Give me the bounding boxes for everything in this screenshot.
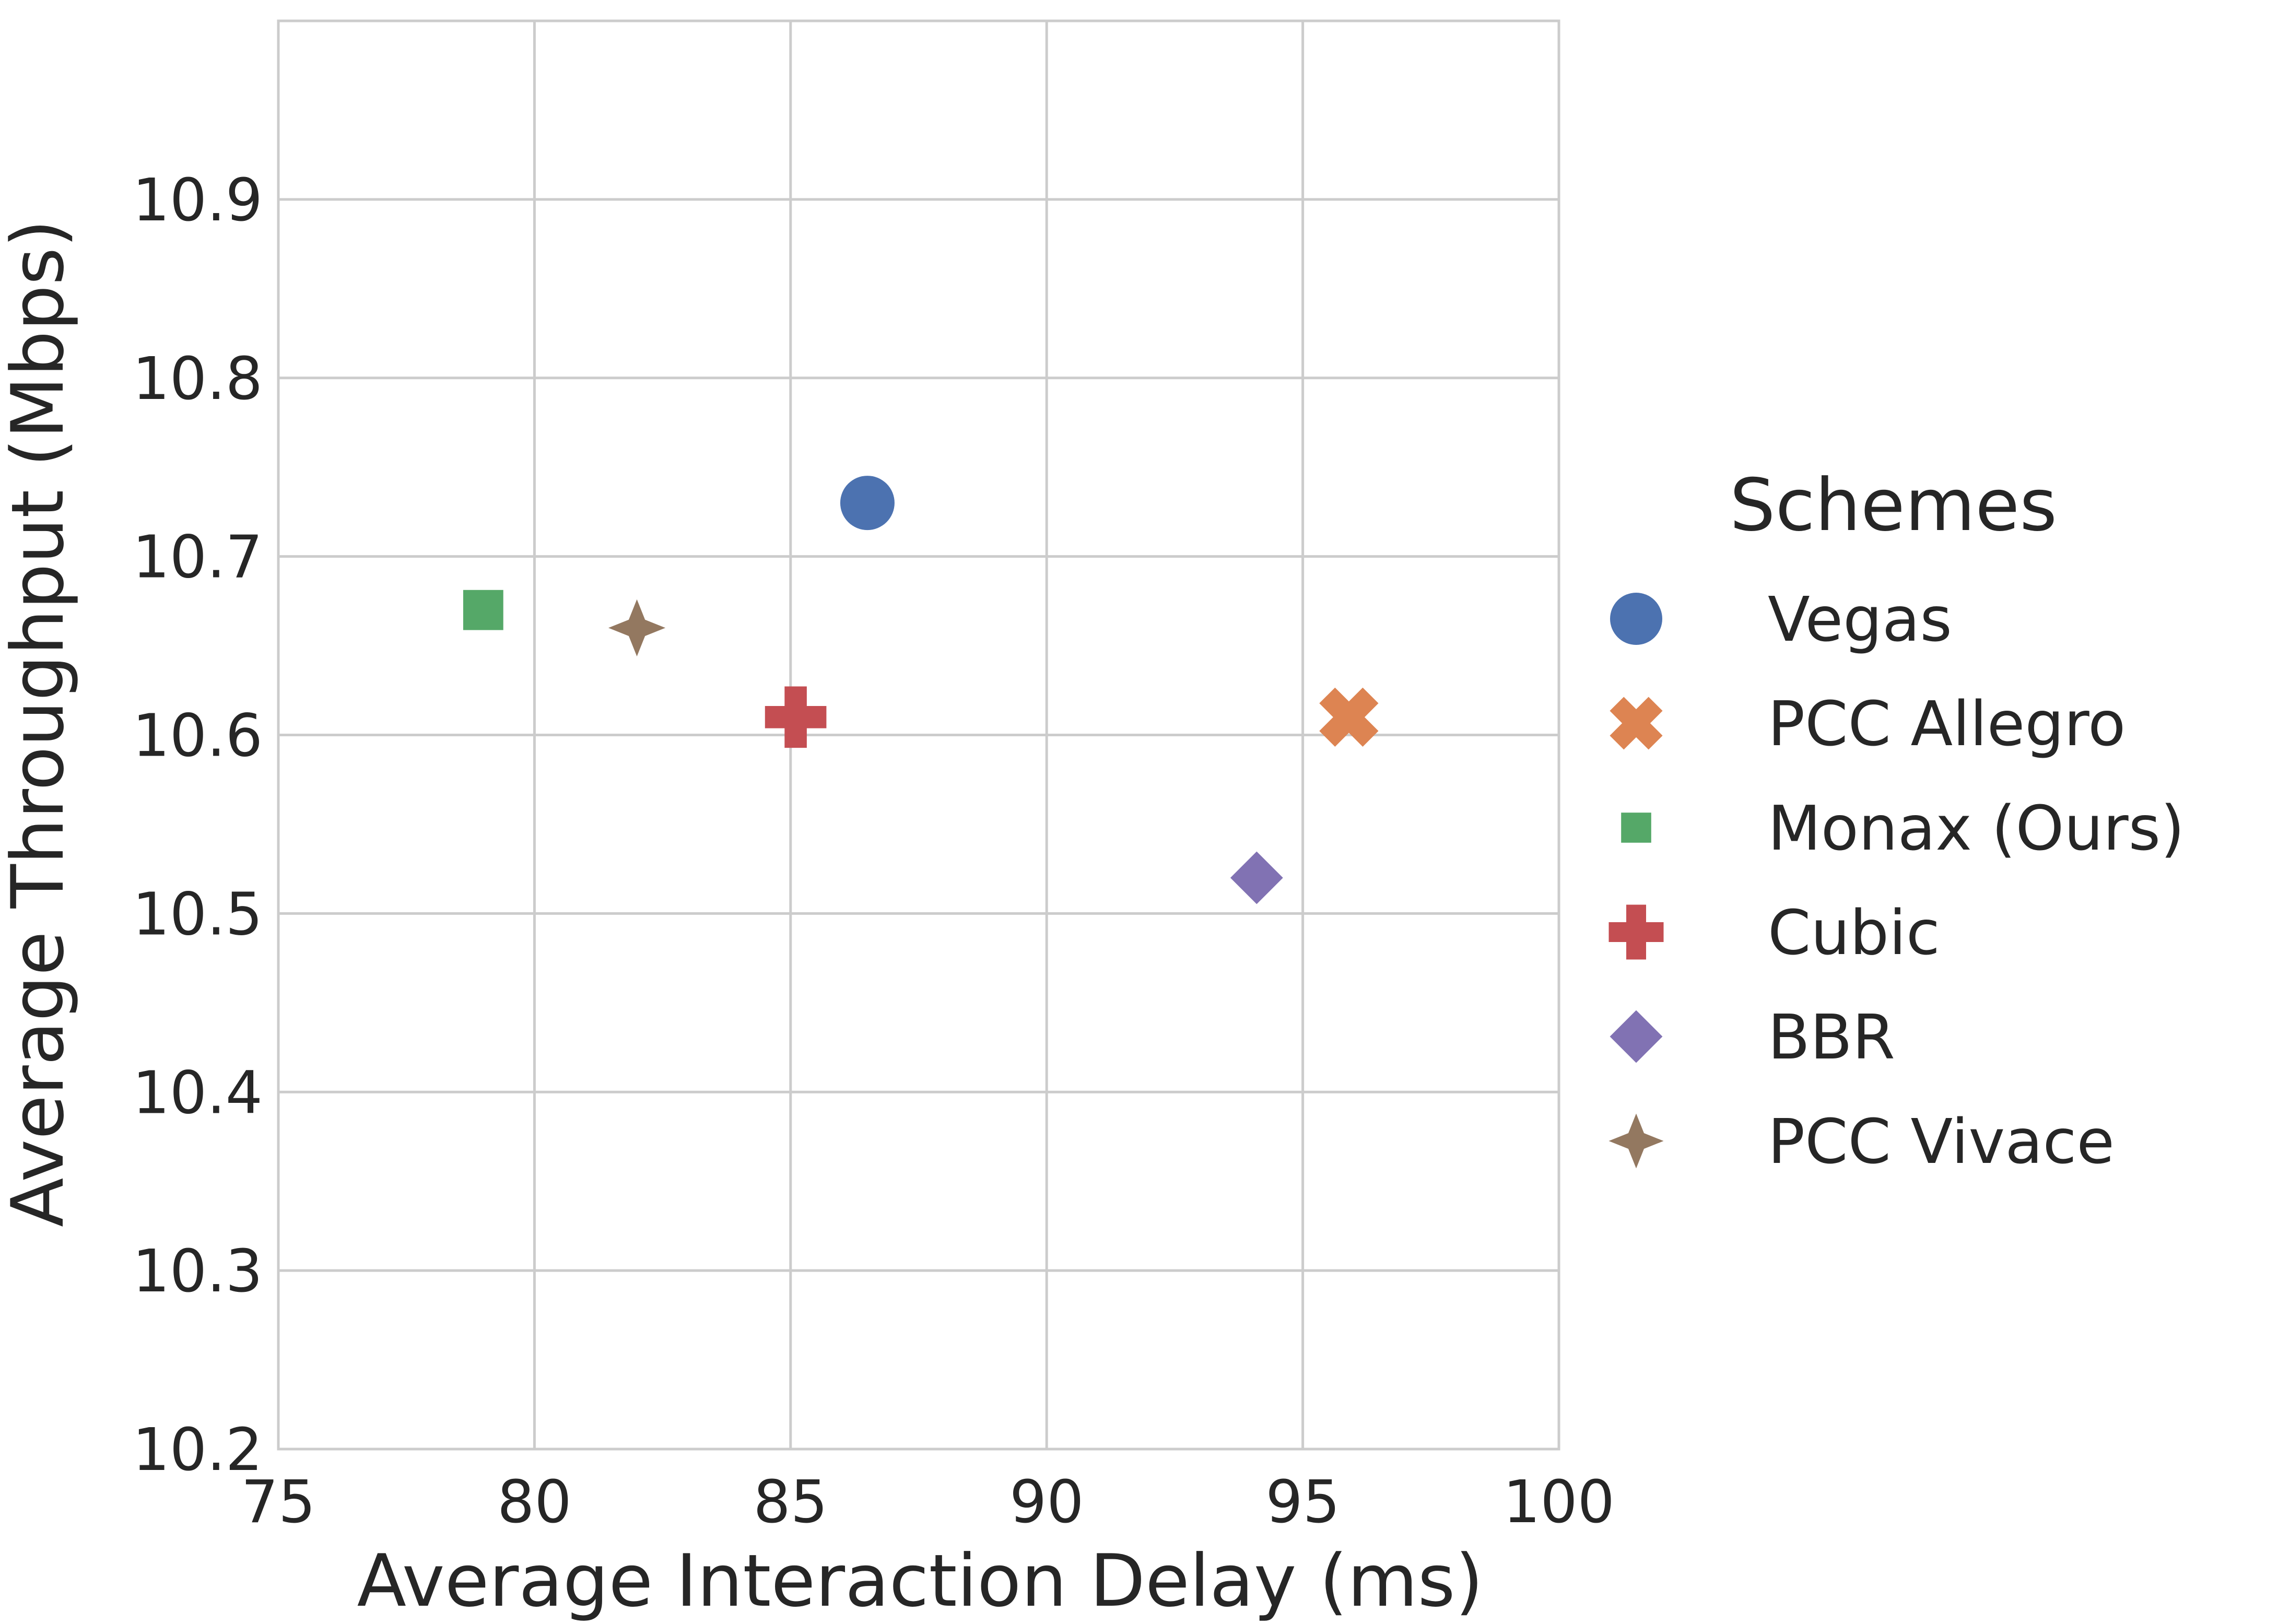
legend-label-vegas: Vegas [1768,583,1952,655]
y-tick-label: 10.3 [133,1238,263,1305]
x-tick-label: 80 [497,1468,572,1536]
legend-label-monax-ours: Monax (Ours) [1768,792,2185,864]
x-tick-label: 75 [241,1468,316,1536]
legend: Schemes Vegas PCC Allegro Monax (Ours) Cubi… [1608,463,2185,1178]
y-tick-label: 10.2 [133,1416,263,1484]
y-axis-ticks: 10.2 10.3 10.4 10.5 10.6 10.7 10.8 10.9 [133,167,263,1484]
y-tick-label: 10.6 [133,702,263,770]
point-pcc-allegro [1319,687,1379,747]
point-cubic [765,686,827,748]
x-tick-label: 100 [1503,1468,1615,1536]
point-pcc-vivace [608,599,666,656]
data-points [463,476,1379,904]
legend-marker-vegas [1610,593,1662,645]
legend-label-pcc-allegro: PCC Allegro [1768,688,2126,760]
x-tick-label: 85 [754,1468,828,1536]
y-tick-label: 10.4 [133,1059,263,1127]
legend-marker-cubic [1608,904,1664,960]
legend-marker-pcc-vivace [1608,1113,1664,1169]
y-tick-label: 10.5 [133,880,263,948]
legend-label-pcc-vivace: PCC Vivace [1768,1105,2115,1178]
x-tick-label: 90 [1009,1468,1084,1536]
y-tick-label: 10.7 [133,524,263,592]
x-axis-label: Average Interaction Delay (ms) [357,1539,1484,1623]
x-axis-ticks: 75 80 85 90 95 100 [241,1468,1615,1536]
y-axis-label: Average Throughput (Mbps) [0,219,80,1227]
plot-frame [277,19,1560,1451]
legend-label-bbr: BBR [1768,1001,1895,1073]
legend-title: Schemes [1730,463,2057,547]
legend-marker-monax-ours [1621,813,1651,843]
point-bbr [1230,851,1283,904]
legend-label-cubic: Cubic [1768,897,1940,969]
y-tick-label: 10.8 [133,345,263,413]
point-vegas [840,476,895,531]
point-monax-ours [463,590,503,630]
legend-marker-pcc-allegro [1610,697,1663,750]
x-tick-label: 95 [1265,1468,1340,1536]
legend-marker-bbr [1610,1010,1663,1063]
y-tick-label: 10.9 [133,167,263,234]
